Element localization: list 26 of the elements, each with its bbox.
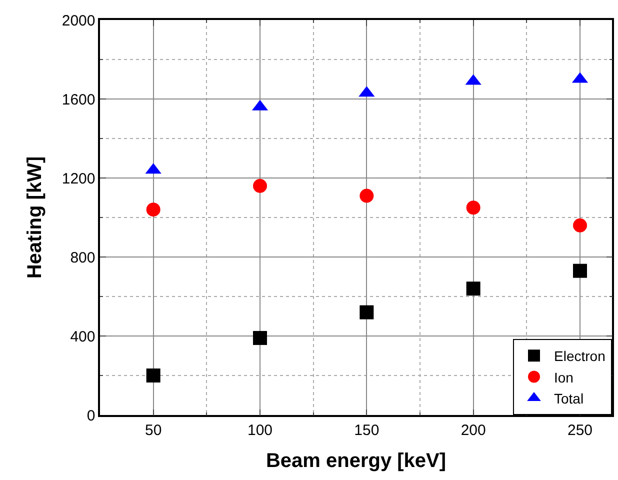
point xyxy=(466,200,480,215)
point xyxy=(573,218,587,232)
legend-label: Electron xyxy=(554,348,606,364)
x-tick-label: 150 xyxy=(354,422,380,439)
point xyxy=(360,305,374,320)
x-tick-label: 100 xyxy=(247,422,273,439)
point xyxy=(253,178,267,193)
y-axis-title: Heating [kW] xyxy=(24,156,46,279)
point xyxy=(253,330,267,345)
legend-label: Ion xyxy=(554,369,574,386)
point xyxy=(466,282,480,296)
y-tick-label: 1600 xyxy=(62,91,96,108)
legend-label: Total xyxy=(554,390,584,406)
point xyxy=(146,202,160,217)
y-tick-label: 0 xyxy=(86,407,96,424)
x-tick-label: 250 xyxy=(567,422,593,439)
x-axis-title: Beam energy [keV] xyxy=(266,450,446,472)
point xyxy=(573,264,587,278)
y-tick-label: 400 xyxy=(70,328,96,346)
point xyxy=(146,368,160,382)
y-tick-label: 800 xyxy=(70,249,96,266)
y-tick-label: 1200 xyxy=(62,170,96,188)
x-tick-label: 50 xyxy=(144,422,162,439)
point xyxy=(360,188,374,203)
y-tick-label: 2000 xyxy=(62,12,96,30)
x-tick-label: 200 xyxy=(460,422,486,439)
